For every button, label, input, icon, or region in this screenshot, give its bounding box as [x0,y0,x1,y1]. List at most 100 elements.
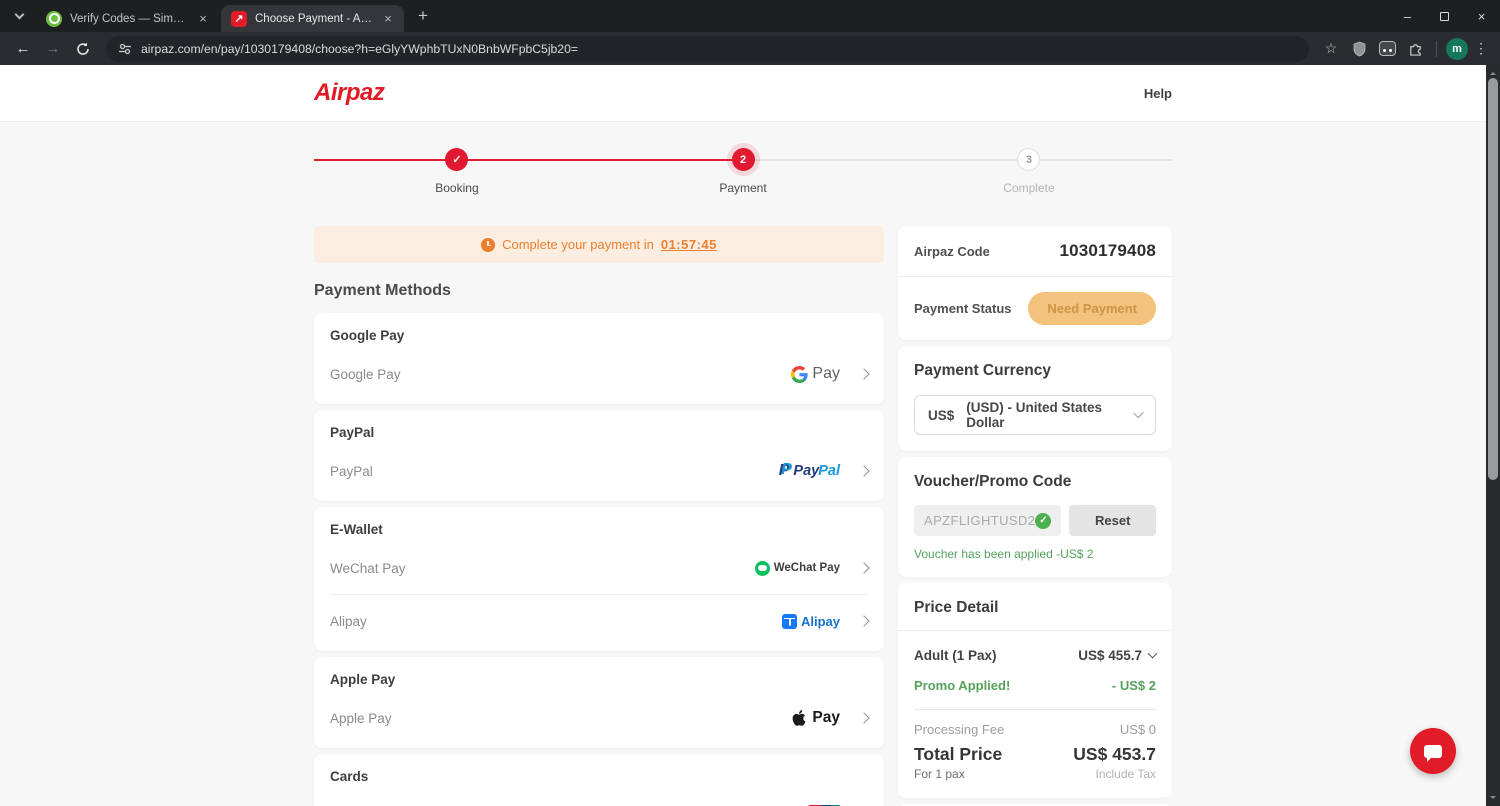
price-divider [914,709,1156,710]
close-window-button[interactable]: × [1463,0,1500,32]
forward-button[interactable]: → [40,36,66,62]
step-booking: ✓ Booking [397,144,517,195]
minimize-button[interactable]: – [1389,0,1426,32]
chevron-down-icon[interactable] [1148,649,1158,659]
method-group-cards: Cards Credit/Debit Card VISA UnionPay [314,754,884,806]
method-group-ewallet: E-Wallet WeChat Pay WeChat Pay Alipay [314,507,884,651]
tab-close-icon[interactable]: × [380,11,396,27]
alipay-logo-icon: Alipay [782,614,840,629]
voucher-reset-button[interactable]: Reset [1069,505,1156,536]
step-check-icon: ✓ [445,148,468,171]
payment-status-row: Payment Status Need Payment [898,276,1172,340]
price-detail-heading: Price Detail [898,583,1172,631]
method-group-google-pay: Google Pay Google Pay Pay [314,313,884,404]
step-number: 3 [1017,148,1040,171]
fee-value: US$ 0 [1120,722,1156,737]
total-subtext-row: For 1 pax Include Tax [898,767,1172,796]
extensions-puzzle-icon[interactable] [1403,37,1427,61]
maximize-icon [1440,12,1449,21]
reload-button[interactable] [70,36,96,62]
clock-icon [481,238,495,252]
progress-stepper: ✓ Booking 2 Payment 3 Complete [314,144,1172,214]
method-row-credit-debit-card[interactable]: Credit/Debit Card VISA UnionPay [330,802,868,806]
method-group-paypal: PayPal PayPal P PayPal [314,410,884,501]
back-button[interactable]: ← [10,36,36,62]
chat-fab-button[interactable] [1410,728,1456,774]
google-pay-logo-icon: Pay [791,365,840,383]
tab-title: Choose Payment - Airpaz [255,13,372,25]
voucher-card: Voucher/Promo Code APZFLIGHTUSD2 ✓ Reset… [898,457,1172,577]
apple-pay-logo-icon: Pay [792,709,840,727]
chevron-right-icon [858,562,869,573]
payment-methods-heading: Payment Methods [314,282,884,300]
browser-menu-icon[interactable]: ⋮ [1472,37,1490,61]
airpaz-favicon-icon: ↗ [231,11,247,27]
chevron-down-icon [14,10,24,20]
voucher-code-input[interactable]: APZFLIGHTUSD2 ✓ [914,505,1061,536]
method-row-apple-pay[interactable]: Apple Pay Pay [330,705,868,731]
chat-bubble-icon [1424,745,1442,758]
adult-price-row[interactable]: Adult (1 Pax) US$ 455.7 [898,648,1172,663]
currency-select[interactable]: US$ (USD) - United States Dollar [914,395,1156,435]
address-bar[interactable]: airpaz.com/en/pay/1030179408/choose?h=eG… [106,36,1309,62]
help-link[interactable]: Help [1144,86,1172,101]
method-row-alipay[interactable]: Alipay Alipay [330,608,868,634]
tab-search-button[interactable] [6,4,32,28]
maximize-button[interactable] [1426,0,1463,32]
browser-window: Verify Codes — SimplyCodes × ↗ Choose Pa… [0,0,1500,806]
step-complete: 3 Complete [969,144,1089,195]
tab-airpaz-active[interactable]: ↗ Choose Payment - Airpaz × [221,5,404,32]
processing-fee-row: Processing Fee US$ 0 [898,722,1172,737]
scrollbar-up-arrow-icon[interactable] [1490,69,1496,75]
chevron-right-icon [858,712,869,723]
tab-strip: Verify Codes — SimplyCodes × ↗ Choose Pa… [0,0,1500,32]
new-tab-button[interactable]: + [410,3,436,29]
total-price-value: US$ 453.7 [1073,744,1156,765]
step-number: 2 [732,148,755,171]
tab-title: Verify Codes — SimplyCodes [70,13,187,25]
wechat-pay-logo-icon: WeChat Pay [755,561,840,576]
airpaz-payment-page: Airpaz Help ✓ Booking 2 Payment 3 Com [0,65,1486,806]
profile-avatar[interactable]: m [1446,38,1468,60]
payment-countdown-banner: Complete your payment in 01:57:45 [314,226,884,263]
tab-close-icon[interactable]: × [195,11,211,27]
stepper-line-progress [314,159,743,161]
scrollbar-down-arrow-icon[interactable] [1490,796,1496,802]
toolbar-divider [1436,41,1437,57]
adult-price-value: US$ 455.7 [1078,648,1142,663]
status-badge: Need Payment [1028,292,1156,325]
bookmark-star-icon[interactable]: ☆ [1319,37,1343,61]
method-row-paypal[interactable]: PayPal P PayPal [330,458,868,484]
scrollbar-thumb[interactable] [1488,78,1498,480]
window-controls: – × [1389,0,1500,32]
chevron-right-icon [858,615,869,626]
paypal-logo-icon: P PayPal [779,462,840,480]
url-text[interactable]: airpaz.com/en/pay/1030179408/choose?h=eG… [141,42,578,56]
tab-simplycodes[interactable]: Verify Codes — SimplyCodes × [36,5,219,32]
chevron-right-icon [858,368,869,379]
step-payment: 2 Payment [683,144,803,195]
site-header: Airpaz Help [0,65,1486,122]
extension-robot-icon[interactable] [1375,37,1399,61]
promo-row: Promo Applied! - US$ 2 [898,678,1172,693]
airpaz-logo[interactable]: Airpaz [314,79,384,107]
chevron-down-icon [1133,408,1144,419]
adblock-shield-icon[interactable] [1347,37,1371,61]
promo-value: - US$ 2 [1112,678,1156,693]
method-row-google-pay[interactable]: Google Pay Pay [330,361,868,387]
reload-icon [76,42,90,56]
row-divider [330,594,868,595]
airpaz-code-row: Airpaz Code 1030179408 [898,226,1172,276]
site-info-icon[interactable] [118,42,132,56]
browser-toolbar: ← → airpaz.com/en/pay/1030179408/choose?… [0,32,1500,65]
simplycodes-favicon-icon [46,11,62,27]
total-price-row: Total Price US$ 453.7 [898,744,1172,765]
countdown-text: Complete your payment in [502,237,654,252]
method-row-wechat-pay[interactable]: WeChat Pay WeChat Pay [330,555,868,581]
method-group-apple-pay: Apple Pay Apple Pay Pay [314,657,884,748]
countdown-timer: 01:57:45 [661,237,717,252]
voucher-applied-message: Voucher has been applied -US$ 2 [914,547,1156,561]
payment-currency-heading: Payment Currency [914,362,1156,380]
booking-summary-card: Airpaz Code 1030179408 Payment Status Ne… [898,226,1172,340]
page-scrollbar[interactable] [1486,65,1500,806]
